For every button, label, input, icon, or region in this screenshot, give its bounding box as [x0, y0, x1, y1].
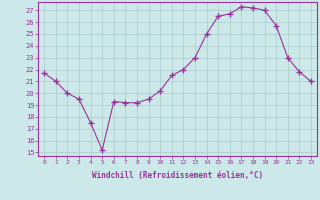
- X-axis label: Windchill (Refroidissement éolien,°C): Windchill (Refroidissement éolien,°C): [92, 171, 263, 180]
